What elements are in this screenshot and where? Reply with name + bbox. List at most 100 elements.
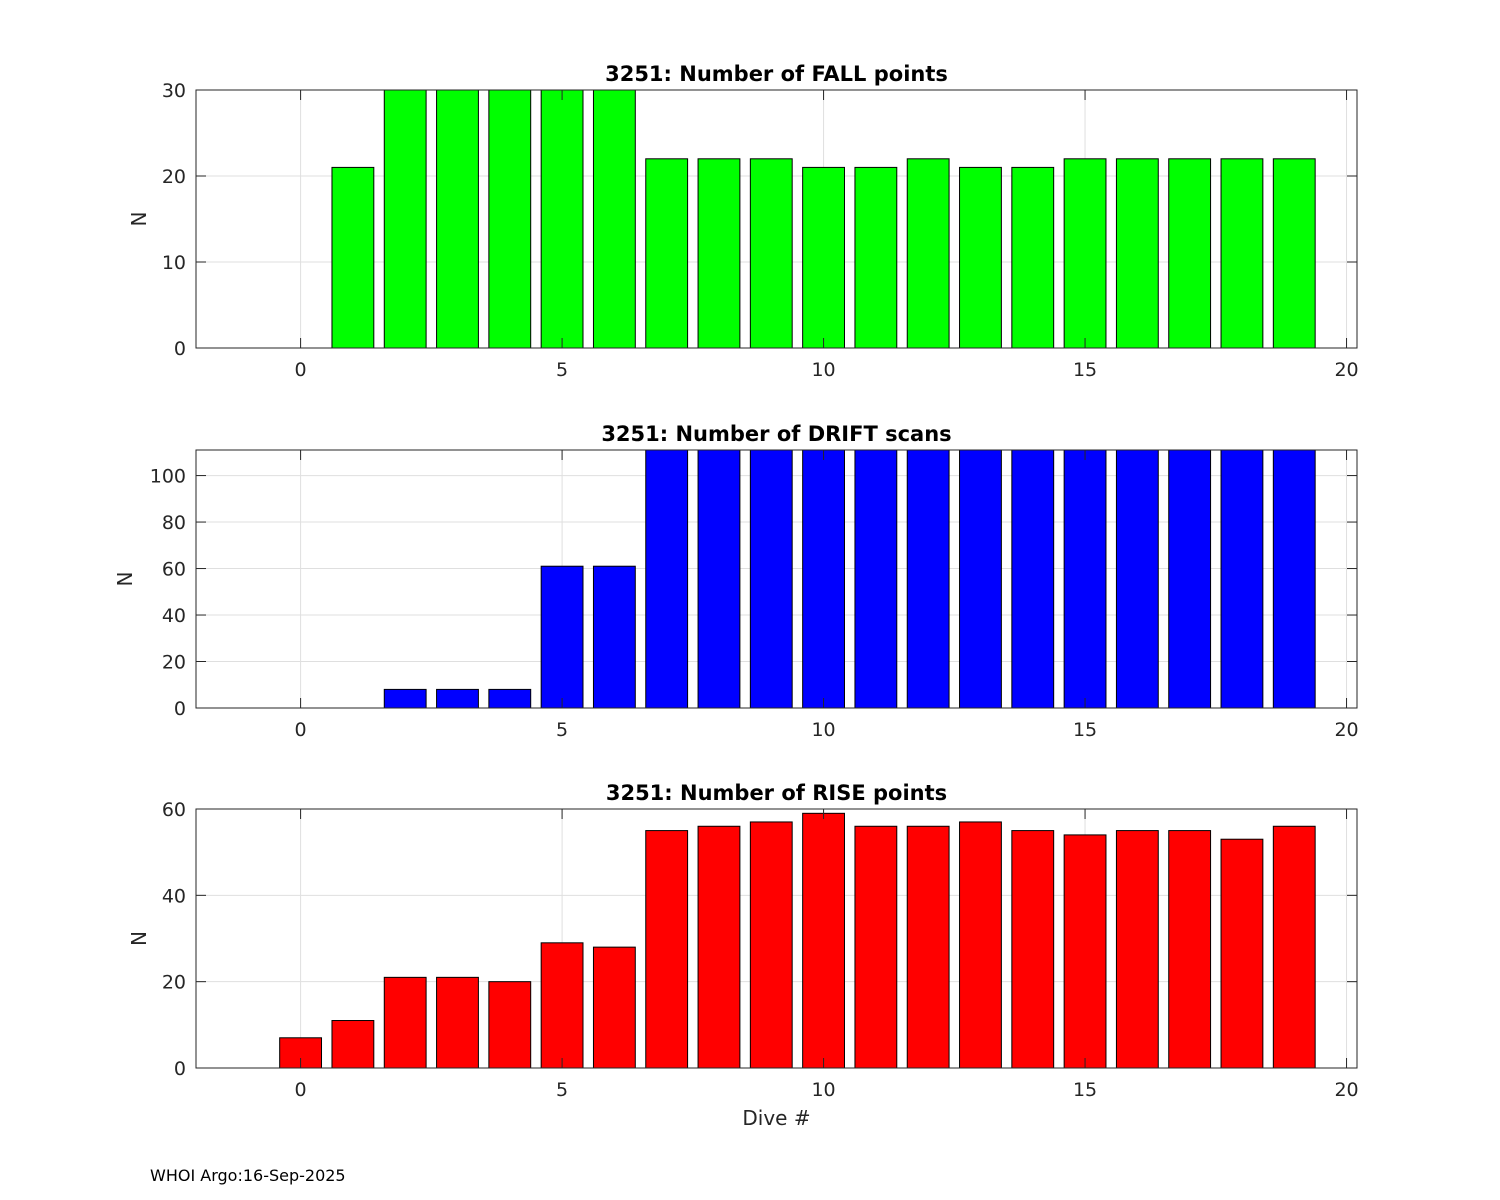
bar [749, 158, 793, 349]
bar [1272, 158, 1316, 349]
chart-title: 3251: Number of FALL points [605, 62, 948, 86]
x-tick-label: 0 [295, 359, 307, 381]
x-tick-label: 5 [556, 359, 568, 381]
y-tick-label: 0 [174, 698, 186, 720]
y-tick-label: 30 [162, 80, 186, 102]
bar [802, 166, 845, 349]
axes-box [195, 89, 1358, 349]
bar [906, 158, 950, 349]
bar [645, 449, 689, 709]
y-tick-label: 20 [162, 972, 186, 994]
y-axis-label: N [113, 572, 137, 587]
bar [802, 449, 845, 709]
x-tick-label: 10 [811, 359, 835, 381]
bar [331, 1020, 375, 1069]
bar [1063, 449, 1107, 709]
x-tick-label: 10 [811, 719, 835, 741]
y-tick-label: 0 [174, 1058, 186, 1080]
x-tick-label: 10 [811, 1079, 835, 1101]
bar [488, 688, 532, 709]
y-tick-label: 60 [162, 799, 186, 821]
bar [906, 449, 950, 709]
bar [383, 89, 427, 349]
bar [592, 565, 636, 709]
bar [436, 976, 479, 1069]
bar [1168, 449, 1212, 709]
y-axis-label: N [127, 931, 151, 946]
axes-box [195, 808, 1358, 1069]
bar [1220, 838, 1264, 1069]
y-tick-label: 10 [162, 252, 186, 274]
bar [436, 89, 479, 349]
chart-panel-1: 0 5 10 15 20 0 10 20 30 3251: Number of FALL poin… [127, 62, 1359, 381]
bar [383, 976, 427, 1069]
bar [697, 449, 741, 709]
bar [1115, 158, 1159, 349]
bar [697, 825, 741, 1069]
bar [697, 158, 741, 349]
x-tick-label: 20 [1334, 719, 1358, 741]
y-tick-label: 20 [162, 166, 186, 188]
bar [854, 825, 898, 1069]
x-tick-label: 15 [1073, 1079, 1097, 1101]
bar [488, 981, 532, 1069]
bar [1168, 158, 1212, 349]
bar [959, 449, 1002, 709]
bar [959, 821, 1002, 1069]
bar [645, 158, 689, 349]
x-tick-label: 20 [1334, 359, 1358, 381]
bar [540, 942, 584, 1069]
chart-title: 3251: Number of RISE points [606, 781, 947, 805]
bar [1063, 158, 1107, 349]
bar [1011, 449, 1055, 709]
bar [802, 812, 845, 1069]
x-tick-label: 15 [1073, 359, 1097, 381]
y-tick-label: 40 [162, 885, 186, 907]
bar [1115, 830, 1159, 1069]
x-tick-label: 20 [1334, 1079, 1358, 1101]
y-tick-label: 60 [162, 559, 186, 581]
x-tick-label: 5 [556, 1079, 568, 1101]
y-tick-label: 40 [162, 605, 186, 627]
y-axis-label: N [127, 212, 151, 227]
chart-panel-2: 0 5 10 15 20 0 20 40 60 80 100 3251: Number of DRIF… [113, 422, 1359, 741]
bar [1220, 449, 1264, 709]
x-tick-label: 0 [295, 1079, 307, 1101]
y-tick-label: 100 [150, 466, 186, 488]
footer-credit: WHOI Argo:16-Sep-2025 [150, 1166, 346, 1185]
bar [645, 830, 689, 1069]
bar [592, 946, 636, 1069]
y-tick-label: 80 [162, 512, 186, 534]
bar [1115, 449, 1159, 709]
bar [906, 825, 950, 1069]
bar [436, 688, 479, 709]
x-tick-label: 5 [556, 719, 568, 741]
bar [540, 89, 584, 349]
x-tick-label: 0 [295, 719, 307, 741]
bar [488, 89, 532, 349]
bar [592, 89, 636, 349]
bar [1272, 449, 1316, 709]
bar [1220, 158, 1264, 349]
bar [749, 821, 793, 1069]
bar [959, 166, 1002, 349]
axes-box [195, 449, 1358, 709]
bar [854, 166, 898, 349]
bar [1011, 830, 1055, 1069]
chart-title: 3251: Number of DRIFT scans [601, 422, 951, 446]
chart-panel-3: 0 5 10 15 20 0 20 40 60 3251: Number of RISE poin… [127, 781, 1359, 1130]
y-tick-label: 20 [162, 652, 186, 674]
bar [1168, 830, 1212, 1069]
bar [540, 565, 584, 709]
bar [383, 688, 427, 709]
bar [749, 449, 793, 709]
x-axis-label: Dive # [742, 1106, 810, 1130]
x-tick-label: 15 [1073, 719, 1097, 741]
bar [854, 449, 898, 709]
bar [1011, 166, 1055, 349]
y-tick-label: 0 [174, 338, 186, 360]
bar [331, 166, 375, 349]
bar [1063, 834, 1107, 1069]
bar [1272, 825, 1316, 1069]
